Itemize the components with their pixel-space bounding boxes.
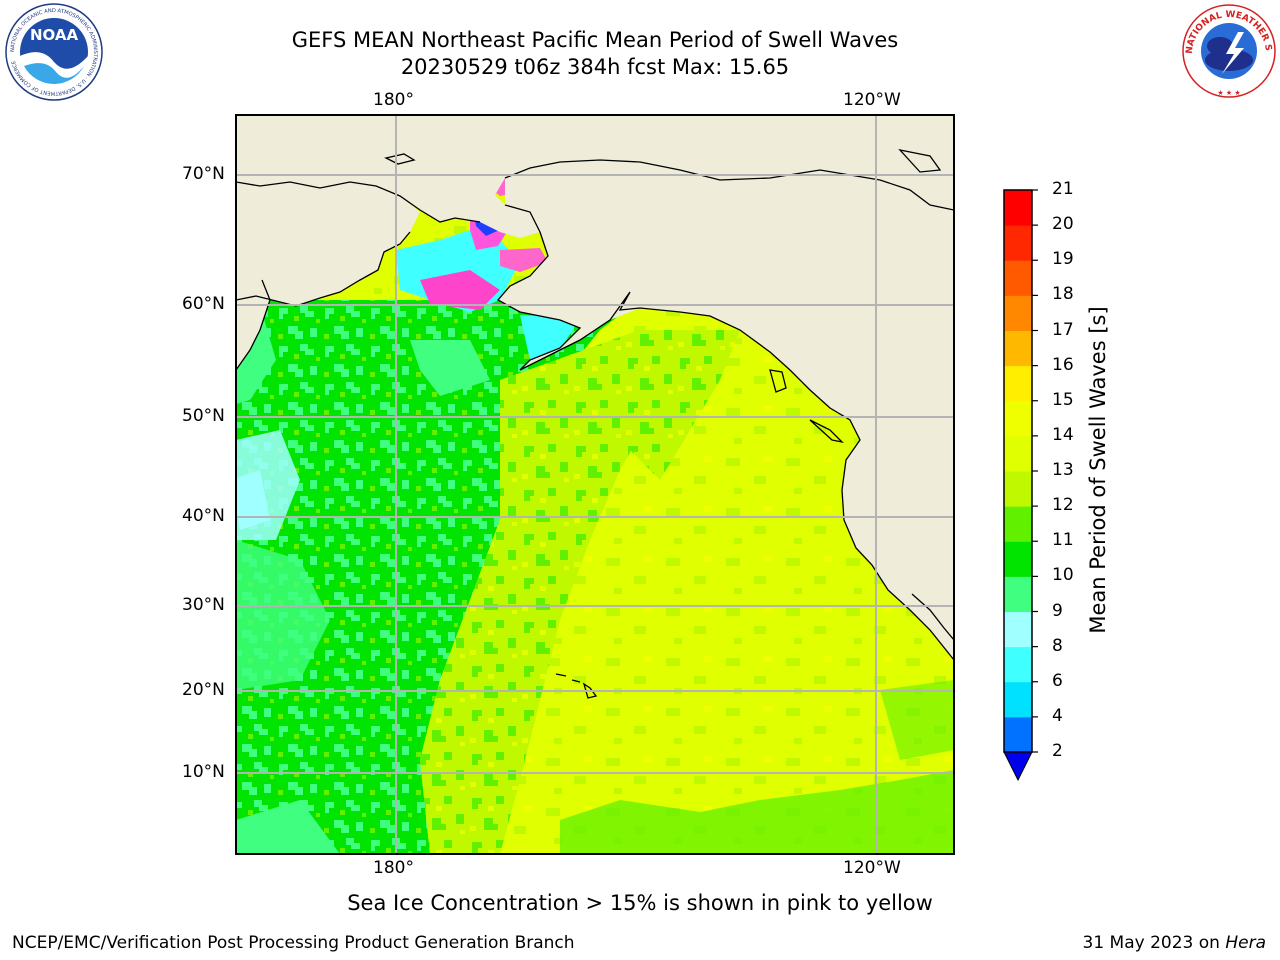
chart-title: GEFS MEAN Northeast Pacific Mean Period … — [291, 28, 899, 52]
chart-subtitle: 20230529 t06z 384h fcst Max: 15.65 — [400, 55, 790, 79]
colorbar — [1003, 189, 1038, 782]
lat-label-30n: 30°N — [182, 595, 225, 615]
colorbar-segment — [1004, 681, 1032, 718]
nws-logo: NATIONAL WEATHER SERVICE ★ ★ ★ — [1180, 2, 1276, 98]
colorbar-segment — [1004, 611, 1032, 648]
colorbar-tick-label: 12 — [1052, 495, 1074, 516]
colorbar-segment — [1004, 541, 1032, 577]
colorbar-tick-label: 21 — [1052, 179, 1074, 199]
colorbar-tick-label: 10 — [1052, 565, 1074, 586]
colorbar-segment — [1004, 225, 1032, 261]
footer-machine: Hera — [1225, 933, 1266, 953]
colorbar-tick-label: 18 — [1052, 284, 1074, 305]
lat-label-10n: 10°N — [182, 762, 225, 782]
map-frame — [235, 114, 955, 855]
colorbar-tick-label: 17 — [1052, 319, 1074, 340]
colorbar-segment — [1004, 576, 1032, 612]
footer-date: 31 May 2023 on Hera — [1083, 933, 1267, 953]
footer-credit: NCEP/EMC/Verification Post Processing Pr… — [12, 933, 575, 953]
lat-label-40n: 40°N — [182, 506, 225, 526]
colorbar-tick-label: 9 — [1052, 600, 1063, 621]
colorbar-tick-label: 11 — [1052, 530, 1074, 551]
colorbar-tick-label: 8 — [1052, 635, 1063, 656]
lat-label-70n: 70°N — [182, 164, 225, 184]
colorbar-segment — [1004, 506, 1032, 542]
colorbar-tick-label: 4 — [1052, 705, 1063, 726]
lon-label-top-180: 180° — [373, 90, 414, 110]
map-body — [236, 115, 954, 854]
colorbar-tick-label: 6 — [1052, 670, 1063, 691]
colorbar-segment — [1004, 716, 1032, 753]
colorbar-segment — [1004, 400, 1032, 437]
colorbar-tick-label: 13 — [1052, 460, 1074, 480]
colorbar-title: Mean Period of Swell Waves [s] — [1086, 306, 1110, 634]
colorbar-tick-label: 20 — [1052, 214, 1074, 235]
noaa-logo: NATIONAL OCEANIC AND ATMOSPHERIC ADMINIS… — [5, 3, 103, 101]
colorbar-segment — [1004, 295, 1032, 331]
colorbar-tick-label: 2 — [1052, 741, 1063, 761]
colorbar-segment — [1004, 435, 1032, 472]
footer-date-text: 31 May 2023 on — [1082, 933, 1226, 953]
lon-label-bottom-120w: 120°W — [843, 858, 901, 878]
colorbar-segment — [1004, 471, 1032, 507]
colorbar-tick-label: 14 — [1052, 424, 1074, 445]
colorbar-tick-label: 16 — [1052, 354, 1074, 375]
coastlines — [236, 148, 954, 699]
noaa-text: NOAA — [30, 26, 79, 44]
graticule — [236, 115, 954, 854]
lon-label-top-120w: 120°W — [843, 90, 901, 110]
sea-ice-note: Sea Ice Concentration > 15% is shown in … — [347, 891, 933, 915]
colorbar-extend-arrow — [1003, 751, 1033, 782]
colorbar-tick-label: 19 — [1052, 249, 1074, 270]
colorbar-segment — [1004, 260, 1032, 296]
svg-text:★ ★ ★: ★ ★ ★ — [1217, 89, 1240, 97]
lat-label-20n: 20°N — [182, 680, 225, 700]
colorbar-segment — [1004, 365, 1032, 402]
colorbar-segment — [1004, 330, 1032, 367]
lat-label-50n: 50°N — [182, 406, 225, 426]
colorbar-segment — [1004, 646, 1032, 683]
lon-label-bottom-180: 180° — [373, 858, 414, 878]
colorbar-segment — [1004, 190, 1032, 226]
colorbar-tick-label: 15 — [1052, 389, 1074, 410]
lat-label-60n: 60°N — [182, 294, 225, 314]
